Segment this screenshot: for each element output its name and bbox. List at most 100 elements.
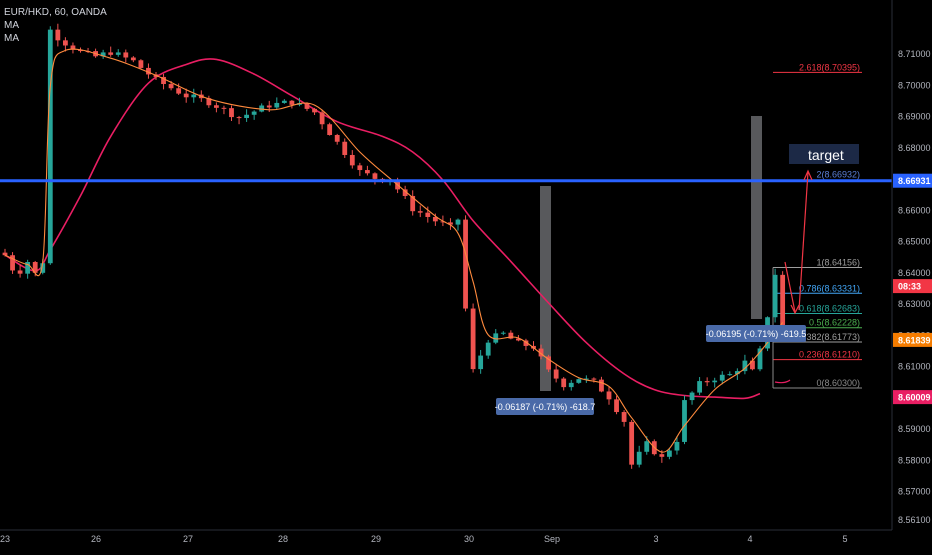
price-tick-8.70000: 8.70000 xyxy=(898,80,931,90)
fib-label-0: 0(8.60300) xyxy=(816,378,860,388)
measure-label-2: -0.06195 (-0.71%) -619.5 xyxy=(706,329,807,339)
candle-body xyxy=(417,211,423,213)
ma-level-label: 8.60009 xyxy=(898,393,931,403)
candle-body xyxy=(712,380,718,383)
candle-body xyxy=(372,173,378,179)
candle-body xyxy=(719,374,725,381)
candle-body xyxy=(357,165,363,171)
price-tick-8.63000: 8.63000 xyxy=(898,299,931,309)
candle-body xyxy=(599,379,604,392)
price-tick-8.57000: 8.57000 xyxy=(898,487,931,497)
candle-body xyxy=(281,100,287,103)
measure-band-1 xyxy=(540,186,551,391)
time-tick-29: 29 xyxy=(371,534,381,544)
indicator-label-2: MA xyxy=(4,33,19,44)
candle-body xyxy=(214,105,219,108)
candle-body xyxy=(440,221,446,223)
candle-body xyxy=(455,219,461,225)
candle-body xyxy=(40,263,46,273)
candle-body xyxy=(63,40,68,46)
candle-body xyxy=(583,378,589,380)
candle-body xyxy=(266,105,272,108)
time-tick-28: 28 xyxy=(278,534,288,544)
time-tick-5: 5 xyxy=(842,534,847,544)
arrow-down-head xyxy=(790,304,800,315)
candle-body xyxy=(659,454,665,457)
time-tick-26: 26 xyxy=(91,534,101,544)
candle-body xyxy=(100,52,106,57)
candle-body xyxy=(463,219,468,309)
candle-body xyxy=(312,108,317,113)
candle-body xyxy=(780,274,786,327)
ma-slow-line xyxy=(4,58,761,400)
price-tick-8.68000: 8.68000 xyxy=(898,143,931,153)
candle-body xyxy=(70,45,76,50)
candle-body xyxy=(516,338,521,341)
candle-body xyxy=(47,29,53,264)
price-tick-8.58000: 8.58000 xyxy=(898,455,931,465)
candle-body xyxy=(432,216,438,222)
candle-body xyxy=(614,399,619,413)
candle-body xyxy=(689,392,695,401)
fib-label-1: 1(8.64156) xyxy=(816,257,860,267)
last-price-label: 8.61839 xyxy=(898,335,931,345)
price-tick-8.65000: 8.65000 xyxy=(898,237,931,247)
price-tick-8.56100: 8.56100 xyxy=(898,515,931,525)
candle-body xyxy=(682,400,687,442)
candle-body xyxy=(561,378,567,388)
candle-body xyxy=(32,262,38,273)
candle-body xyxy=(704,381,710,383)
time-tick-27: 27 xyxy=(183,534,193,544)
candle-body xyxy=(349,154,355,166)
time-tick-23: 23 xyxy=(0,534,10,544)
candle-body xyxy=(146,67,151,75)
candle-body xyxy=(138,60,144,68)
indicator-label-1: MA xyxy=(4,20,19,31)
candle-body xyxy=(410,195,416,212)
candle-body xyxy=(244,114,249,119)
candle-body xyxy=(123,52,129,58)
candle-body xyxy=(319,112,325,125)
arrow-down-line xyxy=(784,261,796,313)
candle-body xyxy=(78,49,83,52)
arrow-up-head xyxy=(803,169,813,181)
horizontal-level-label: 8.66931 xyxy=(898,176,931,186)
candle-body xyxy=(402,189,408,196)
candle-body xyxy=(425,212,431,217)
candle-body xyxy=(17,270,23,274)
measure-label-1: -0.06187 (-0.71%) -618.7 xyxy=(495,402,596,412)
candle-body xyxy=(115,52,121,55)
candle-body xyxy=(130,57,136,61)
candle-body xyxy=(674,441,680,451)
candle-body xyxy=(365,170,370,174)
candle-body xyxy=(176,88,182,94)
candle-body xyxy=(183,93,189,98)
measure-label-2-bg xyxy=(706,325,806,342)
price-tick-8.61000: 8.61000 xyxy=(898,362,931,372)
candle-body xyxy=(236,117,242,119)
countdown-bg xyxy=(893,279,932,294)
candle-body xyxy=(221,107,227,109)
candle-body xyxy=(25,262,31,274)
candle-body xyxy=(734,371,740,375)
chart-legend: EUR/HKD, 60, OANDA MA MA xyxy=(4,6,107,45)
last-price-bg xyxy=(893,332,932,347)
symbol-label: EUR/HKD, 60, OANDA xyxy=(4,7,107,18)
fib-label-2: 2(8.66932) xyxy=(816,170,860,180)
candle-body xyxy=(485,342,491,356)
price-tick-8.66000: 8.66000 xyxy=(898,205,931,215)
candle-body xyxy=(334,134,340,142)
target-tag-bg xyxy=(789,144,859,164)
horizontal-level-bg xyxy=(893,173,932,188)
time-tick-30: 30 xyxy=(464,534,474,544)
candle-body xyxy=(546,356,551,370)
candle-body xyxy=(568,382,574,388)
ma-level-bg xyxy=(893,390,932,405)
candle-body xyxy=(2,252,8,256)
fib-label-2.618: 2.618(8.70395) xyxy=(799,62,860,72)
candle-body xyxy=(629,421,635,465)
fib-label-0.786: 0.786(8.63331) xyxy=(799,283,860,293)
candle-body xyxy=(274,102,280,108)
